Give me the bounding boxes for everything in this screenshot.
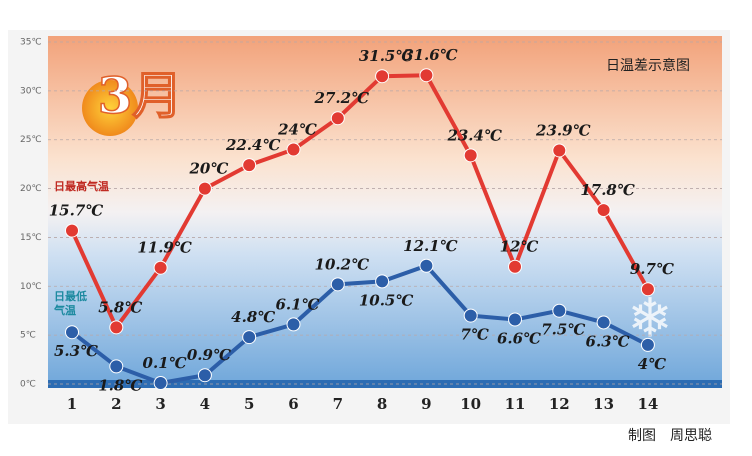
point: [552, 303, 567, 318]
x-tick-label: 10: [460, 395, 481, 413]
value-label: 7℃: [460, 326, 488, 344]
value-label: 11.9℃: [137, 239, 192, 257]
credit: 制图 周思聪: [628, 428, 712, 444]
x-tick-label: 4: [200, 395, 210, 413]
point: [508, 312, 522, 327]
x-tick-label: 7: [333, 395, 343, 413]
series-line: [70, 73, 650, 332]
x-tick-label: 5: [244, 395, 254, 413]
series-line: [70, 263, 649, 386]
point: [153, 376, 168, 391]
point: [197, 181, 212, 196]
point: [197, 368, 212, 383]
point: [330, 111, 345, 126]
badge: 3月: [98, 66, 183, 125]
point: [375, 274, 390, 289]
x-tick-label: 14: [637, 395, 658, 413]
point: [640, 337, 655, 352]
value-label: 20℃: [188, 160, 228, 178]
point: [508, 259, 522, 274]
value-label: 1.8℃: [98, 376, 142, 394]
point: [375, 69, 390, 84]
point: [596, 315, 611, 330]
value-label: 10.5℃: [359, 291, 414, 309]
y-tick-label: 20℃: [20, 184, 42, 194]
point: [286, 317, 301, 332]
x-tick-label: 2: [111, 395, 121, 413]
value-label: 12.1℃: [403, 237, 458, 255]
point: [463, 308, 478, 323]
sun-icon: [82, 80, 138, 136]
value-label: 15.7℃: [49, 202, 104, 220]
value-label: 6.6℃: [497, 330, 541, 348]
point: [153, 260, 168, 275]
x-tick-label: 8: [377, 395, 387, 413]
y-tick-label: 5℃: [20, 331, 36, 341]
value-label: 4℃: [638, 355, 666, 373]
value-label: 6.1℃: [275, 295, 319, 313]
x-tick-label: 12: [549, 395, 570, 413]
value-label: 12℃: [500, 238, 539, 256]
point: [65, 223, 79, 238]
y-tick-label: 0℃: [20, 380, 36, 390]
x-tick-label: 6: [288, 395, 298, 413]
point: [109, 359, 124, 374]
value-label: 31.6℃: [403, 46, 458, 64]
point: [242, 330, 257, 345]
value-label: 23.9℃: [535, 121, 591, 139]
value-label: 22.4℃: [225, 136, 281, 154]
point: [640, 282, 655, 297]
point: [330, 277, 345, 292]
value-label: 10.2℃: [315, 255, 370, 273]
point: [109, 320, 124, 335]
point: [596, 203, 611, 218]
y-tick-label: 10℃: [20, 282, 42, 292]
value-label: 5.8℃: [98, 298, 142, 316]
point: [419, 68, 434, 83]
point: [286, 142, 301, 157]
value-label: 9.7℃: [630, 260, 674, 278]
value-label: 7.5℃: [541, 321, 585, 339]
value-label: 0.1℃: [143, 354, 187, 372]
x-tick-label: 3: [155, 395, 165, 413]
value-label: 0.9℃: [187, 346, 231, 364]
legend-low: 日最低气温: [54, 290, 87, 317]
value-label: 5.3℃: [54, 342, 98, 360]
point: [419, 258, 434, 273]
point: [65, 325, 79, 340]
value-label: 6.3℃: [586, 332, 630, 350]
value-label: 4.8℃: [231, 308, 275, 326]
point: [552, 143, 567, 158]
value-label: 31.5℃: [359, 47, 414, 65]
point: [463, 148, 478, 163]
y-tick-label: 25℃: [20, 135, 42, 145]
point: [242, 158, 257, 173]
value-label: 17.8℃: [580, 181, 635, 199]
chart-title: 日温差示意图: [606, 57, 690, 74]
x-tick-label: 13: [593, 395, 614, 413]
y-tick-label: 35℃: [20, 38, 42, 48]
value-label: 24℃: [277, 120, 317, 138]
x-tick-label: 1: [67, 395, 77, 413]
x-tick-label: 11: [505, 395, 526, 413]
value-label: 23.4℃: [446, 126, 502, 144]
x-tick-label: 9: [421, 395, 431, 413]
legend-high: 日最高气温: [54, 180, 109, 193]
y-tick-label: 30℃: [20, 86, 42, 96]
value-label: 27.2℃: [314, 89, 370, 107]
y-tick-label: 15℃: [20, 233, 42, 243]
